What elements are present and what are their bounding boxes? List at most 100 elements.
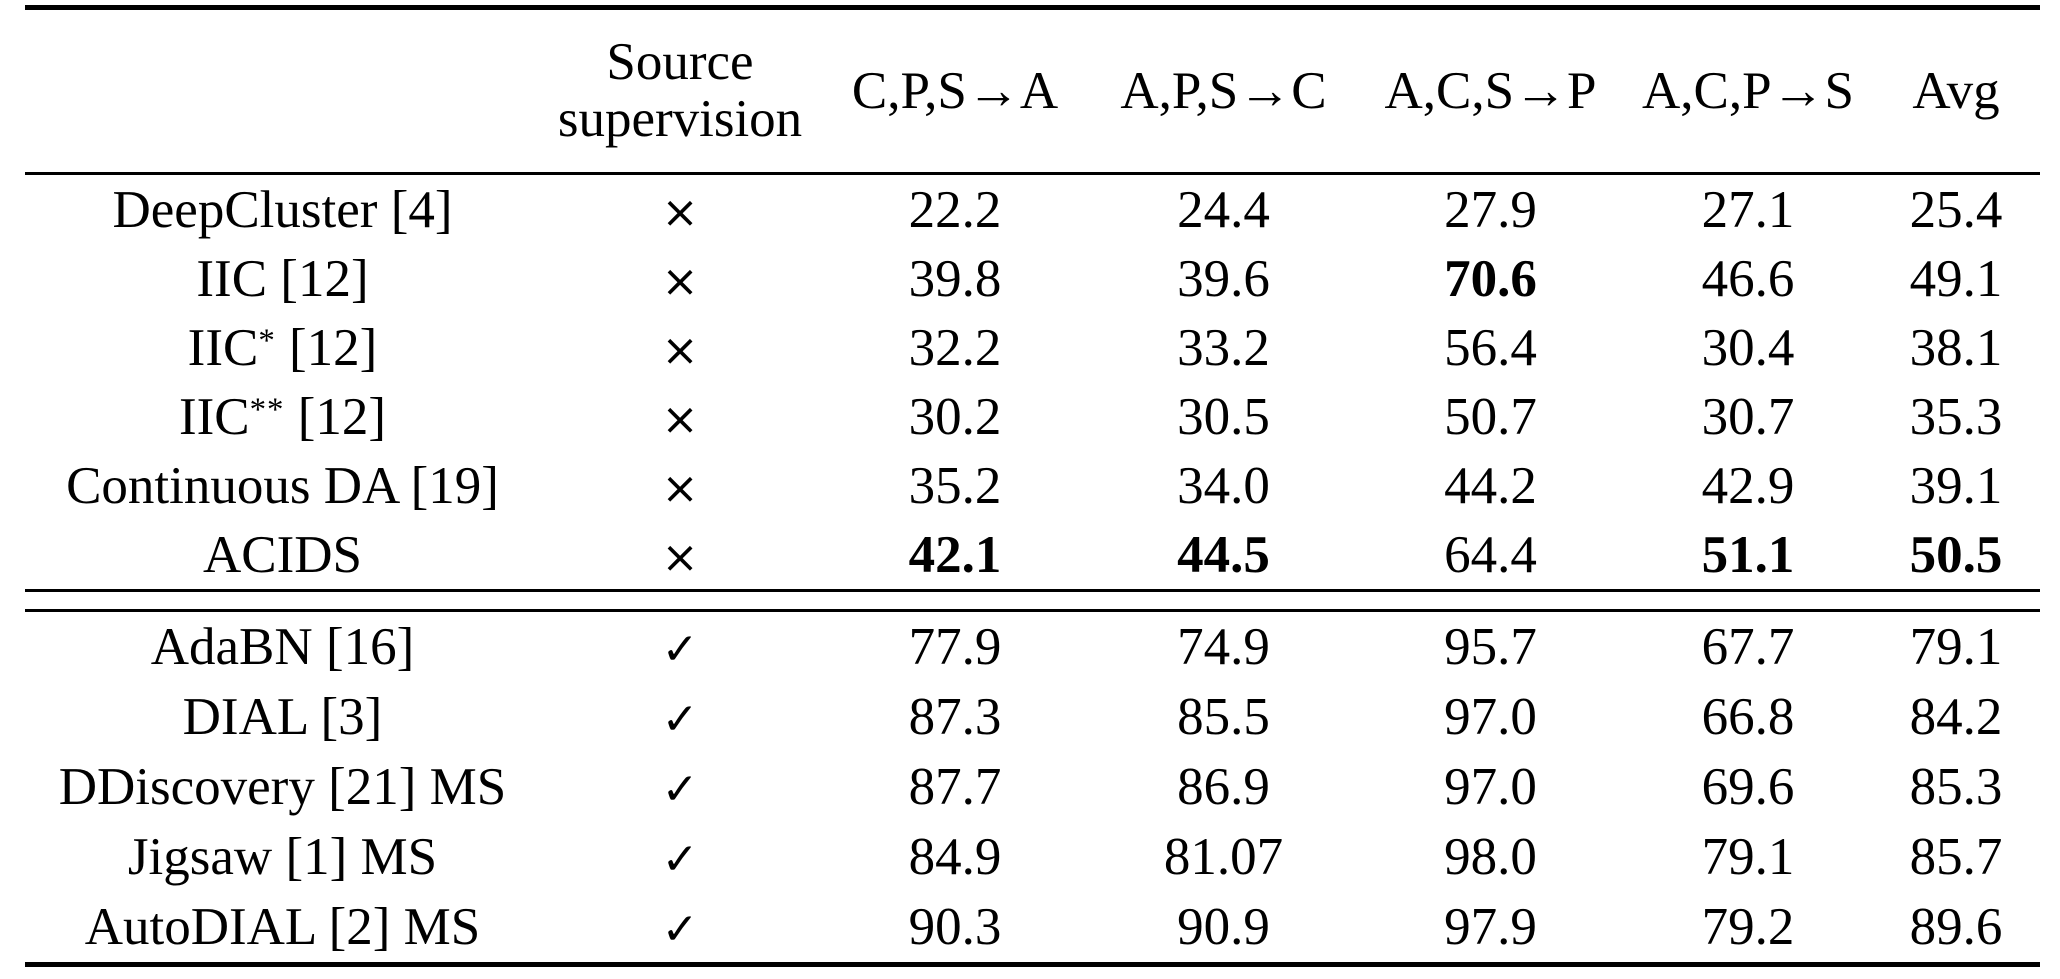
supervision-cell: ✓ <box>540 682 820 752</box>
method-cell: IIC* [12] <box>25 313 540 382</box>
method-cell: DeepCluster [4] <box>25 174 540 245</box>
supervision-cell: ✓ <box>540 752 820 822</box>
method-name: AutoDIAL <box>84 898 316 956</box>
value-cell: 70.6 <box>1444 249 1537 308</box>
method-reference: [2] MS <box>315 898 481 956</box>
value-cell: 79.1 <box>1909 618 2003 676</box>
header-method <box>25 7 540 175</box>
value-cell: 64.4 <box>1444 525 1537 584</box>
check-mark-icon: ✓ <box>661 904 699 955</box>
supervision-cell: ✓ <box>540 611 820 683</box>
method-cell: IIC** [12] <box>25 382 540 451</box>
value-cell: 85.7 <box>1909 828 2003 886</box>
divider-cell <box>25 589 2040 612</box>
header-aps-c: A,P,S→C <box>1090 7 1357 175</box>
value-cell: 42.9 <box>1701 456 1795 515</box>
supervision-cell: × <box>540 174 820 245</box>
value-cell: 95.7 <box>1444 618 1537 676</box>
value-cell: 51.1 <box>1701 525 1795 584</box>
value-cell: 35.2 <box>908 456 1002 515</box>
supervision-cell: × <box>540 451 820 520</box>
header-acs-p: A,C,S→P <box>1357 7 1624 175</box>
value-cell: 67.7 <box>1701 618 1795 676</box>
results-table: Source supervision C,P,S→A A,P,S→C A,C,S… <box>25 5 2040 967</box>
supervision-cell: ✓ <box>540 822 820 892</box>
method-cell: Jigsaw [1] MS <box>25 822 540 892</box>
cross-mark-icon: × <box>661 462 699 514</box>
check-mark-icon: ✓ <box>661 624 699 675</box>
table-row: AdaBN [16] ✓ 77.9 74.9 95.7 67.7 79.1 <box>25 611 2040 683</box>
method-superscript: * <box>258 322 276 359</box>
method-name: DDiscovery <box>58 758 315 816</box>
value-cell: 39.1 <box>1909 456 2003 515</box>
method-name: IIC <box>196 249 268 308</box>
value-cell: 89.6 <box>1909 898 2003 956</box>
value-cell: 77.9 <box>908 618 1002 676</box>
value-cell: 84.9 <box>908 828 1002 886</box>
header-acp-s: A,C,P→S <box>1624 7 1872 175</box>
table-row: Jigsaw [1] MS ✓ 84.9 81.07 98.0 79.1 85.7 <box>25 822 2040 892</box>
method-superscript: ** <box>249 391 285 428</box>
section-unsupervised: DeepCluster [4] × 22.2 24.4 27.9 27.1 25.4 IIC … <box>25 174 2040 591</box>
method-cell: DIAL [3] <box>25 682 540 752</box>
value-cell: 39.8 <box>908 249 1002 308</box>
supervision-cell: ✓ <box>540 892 820 965</box>
header-cps-a: C,P,S→A <box>820 7 1090 175</box>
value-cell: 27.1 <box>1701 180 1795 239</box>
value-cell: 27.9 <box>1444 180 1537 239</box>
value-cell: 30.7 <box>1701 387 1795 446</box>
method-reference: [12] <box>267 249 369 308</box>
cross-mark-icon: × <box>661 393 699 445</box>
value-cell: 97.0 <box>1444 688 1537 746</box>
table-header: Source supervision C,P,S→A A,P,S→C A,C,S… <box>25 7 2040 175</box>
value-cell: 97.9 <box>1444 898 1537 956</box>
method-cell: DDiscovery [21] MS <box>25 752 540 822</box>
cross-mark-icon: × <box>661 255 699 307</box>
value-cell: 38.1 <box>1909 318 2003 377</box>
method-name: DeepCluster <box>112 180 378 239</box>
value-cell: 42.1 <box>908 525 1002 584</box>
method-name: DIAL <box>182 688 308 746</box>
method-name: Continuous DA <box>66 456 398 515</box>
table-row: ACIDS × 42.1 44.5 64.4 51.1 50.5 <box>25 520 2040 591</box>
header-row: Source supervision C,P,S→A A,P,S→C A,C,S… <box>25 7 2040 175</box>
header-source-supervision-line2: supervision <box>557 90 803 148</box>
value-cell: 46.6 <box>1701 249 1795 308</box>
method-reference: [19] <box>397 456 499 515</box>
value-cell: 90.3 <box>908 898 1002 956</box>
method-cell: ACIDS <box>25 520 540 591</box>
table-row: DDiscovery [21] MS ✓ 87.7 86.9 97.0 69.6 85.3 <box>25 752 2040 822</box>
table-row: IIC** [12] × 30.2 30.5 50.7 30.7 35.3 <box>25 382 2040 451</box>
method-name: IIC <box>187 318 259 377</box>
method-reference: [1] MS <box>272 828 438 886</box>
value-cell: 50.7 <box>1444 387 1537 446</box>
method-cell: Continuous DA [19] <box>25 451 540 520</box>
supervision-cell: × <box>540 382 820 451</box>
value-cell: 85.3 <box>1909 758 2003 816</box>
section-supervised: AdaBN [16] ✓ 77.9 74.9 95.7 67.7 79.1 DIAL [3] ✓… <box>25 611 2040 965</box>
value-cell: 50.5 <box>1909 525 2003 584</box>
value-cell: 98.0 <box>1444 828 1537 886</box>
value-cell: 81.07 <box>1163 828 1284 886</box>
value-cell: 79.1 <box>1701 828 1795 886</box>
check-mark-icon: ✓ <box>661 764 699 815</box>
header-source-supervision: Source supervision <box>540 7 820 175</box>
value-cell: 25.4 <box>1909 180 2003 239</box>
supervision-cell: × <box>540 313 820 382</box>
method-cell: IIC [12] <box>25 244 540 313</box>
value-cell: 44.5 <box>1177 525 1270 584</box>
table-row: IIC* [12] × 32.2 33.2 56.4 30.4 38.1 <box>25 313 2040 382</box>
header-source-supervision-line1: Source <box>606 32 754 91</box>
method-name: Jigsaw <box>127 828 273 886</box>
table-row: AutoDIAL [2] MS ✓ 90.3 90.9 97.9 79.2 89.6 <box>25 892 2040 965</box>
cross-mark-icon: × <box>661 531 699 583</box>
value-cell: 39.6 <box>1177 249 1270 308</box>
value-cell: 44.2 <box>1444 456 1537 515</box>
value-cell: 74.9 <box>1177 618 1270 676</box>
value-cell: 79.2 <box>1701 898 1795 956</box>
header-avg: Avg <box>1872 7 2040 175</box>
value-cell: 22.2 <box>908 180 1002 239</box>
value-cell: 33.2 <box>1177 318 1270 377</box>
value-cell: 30.5 <box>1177 387 1270 446</box>
cross-mark-icon: × <box>661 186 699 238</box>
